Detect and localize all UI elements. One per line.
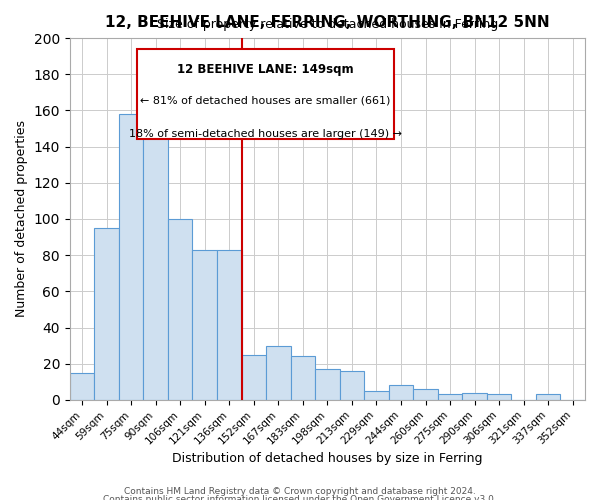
Bar xyxy=(119,114,143,400)
X-axis label: Distribution of detached houses by size in Ferring: Distribution of detached houses by size … xyxy=(172,452,482,465)
Bar xyxy=(70,372,94,400)
Text: ← 81% of detached houses are smaller (661): ← 81% of detached houses are smaller (66… xyxy=(140,96,391,106)
Bar xyxy=(463,392,487,400)
Text: Contains HM Land Registry data © Crown copyright and database right 2024.: Contains HM Land Registry data © Crown c… xyxy=(124,486,476,496)
Bar xyxy=(364,391,389,400)
Bar xyxy=(168,219,193,400)
Y-axis label: Number of detached properties: Number of detached properties xyxy=(15,120,28,318)
Bar xyxy=(536,394,560,400)
Text: 18% of semi-detached houses are larger (149) →: 18% of semi-detached houses are larger (… xyxy=(129,128,402,138)
Bar xyxy=(438,394,463,400)
Bar xyxy=(413,389,438,400)
Bar xyxy=(94,228,119,400)
Bar xyxy=(193,250,217,400)
Bar xyxy=(242,354,266,400)
Title: 12, BEEHIVE LANE, FERRING, WORTHING, BN12 5NN: 12, BEEHIVE LANE, FERRING, WORTHING, BN1… xyxy=(105,15,550,30)
Bar xyxy=(266,346,290,400)
Text: Contains public sector information licensed under the Open Government Licence v3: Contains public sector information licen… xyxy=(103,496,497,500)
Bar xyxy=(315,369,340,400)
Text: Size of property relative to detached houses in Ferring: Size of property relative to detached ho… xyxy=(157,18,498,31)
FancyBboxPatch shape xyxy=(137,49,394,140)
Bar xyxy=(487,394,511,400)
Bar xyxy=(217,250,242,400)
Bar xyxy=(290,356,315,400)
Bar xyxy=(389,386,413,400)
Text: 12 BEEHIVE LANE: 149sqm: 12 BEEHIVE LANE: 149sqm xyxy=(177,64,354,76)
Bar xyxy=(143,128,168,400)
Bar xyxy=(340,371,364,400)
